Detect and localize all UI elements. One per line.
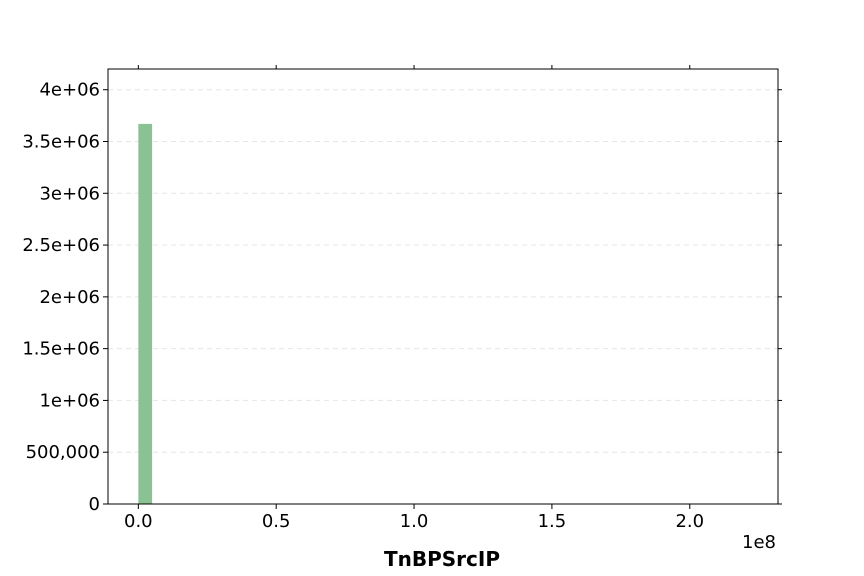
y-tick-label: 3.5e+06	[22, 132, 100, 153]
y-tick-label: 500,000	[26, 442, 100, 463]
y-tick-label: 3e+06	[39, 183, 100, 204]
y-tick-label: 4e+06	[39, 80, 100, 101]
histogram-bar	[138, 123, 153, 505]
x-tick-label: 2.0	[675, 511, 704, 532]
bars	[138, 123, 153, 505]
gridlines	[108, 89, 778, 453]
x-tick-label: 1.0	[400, 511, 429, 532]
y-tick-label: 1.5e+06	[22, 339, 100, 360]
x-axis-title: TnBPSrcIP	[384, 547, 500, 571]
x-tick-label: 0.0	[124, 511, 153, 532]
y-tick-label: 2.5e+06	[22, 235, 100, 256]
plot-frame	[107, 68, 779, 505]
x-tick-label: 0.5	[262, 511, 291, 532]
x-axis-ticks: 0.0 0.5 1.0 1.5 2.0	[124, 65, 704, 532]
x-axis-offset-label: 1e8	[742, 532, 776, 553]
x-tick-label: 1.5	[538, 511, 567, 532]
y-axis-ticks: 0 500,000 1e+06 1.5e+06 2e+06 2.5e+06 3e+06 3.5…	[22, 80, 782, 515]
y-tick-label: 0	[89, 494, 100, 515]
y-tick-label: 1e+06	[39, 390, 100, 411]
y-tick-label: 2e+06	[39, 287, 100, 308]
